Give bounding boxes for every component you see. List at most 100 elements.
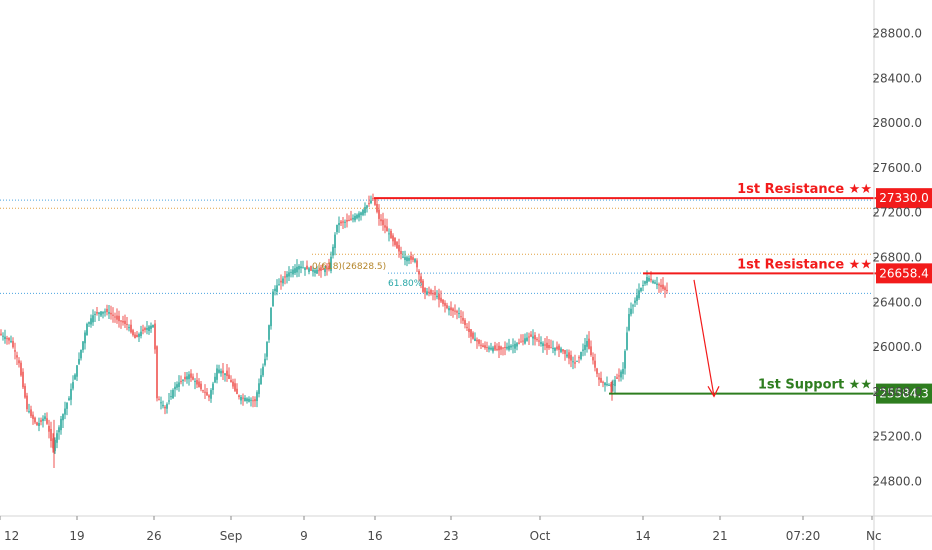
candle-body [370, 200, 372, 204]
candle-body [548, 345, 550, 349]
candle-body [434, 292, 436, 295]
candle-body [506, 346, 508, 349]
candle-body [20, 362, 22, 376]
candle-body [68, 398, 70, 401]
candle-body [408, 257, 410, 261]
candle-body [4, 336, 6, 340]
candle-body [440, 297, 442, 302]
candle-body [328, 265, 330, 270]
candle-body [566, 354, 568, 357]
price-tag-value: 25584.3 [879, 387, 929, 401]
candle-body [96, 312, 98, 314]
y-tick-label: 26800.0 [872, 251, 922, 265]
candle-body [260, 375, 262, 385]
candle-body [404, 257, 406, 260]
candle-body [470, 329, 472, 337]
candle-body [462, 317, 464, 321]
candle-body [622, 368, 624, 374]
candle-body [108, 312, 110, 314]
candle-body [22, 371, 24, 388]
candle-body [70, 388, 72, 400]
x-tick-label: 12 [4, 529, 19, 543]
candle-body [574, 362, 576, 364]
candle-body [250, 399, 252, 401]
candle-body [642, 285, 644, 287]
candle-body [480, 344, 482, 346]
candle-body [500, 346, 502, 350]
y-tick-label: 25200.0 [872, 430, 922, 444]
candle-body [602, 381, 604, 383]
candle-body [526, 337, 528, 341]
y-tick-label: 24800.0 [872, 474, 922, 488]
y-tick-label: 27600.0 [872, 161, 922, 175]
candle-body [394, 237, 396, 245]
candle-body [534, 335, 536, 340]
candle-body [432, 293, 434, 295]
candle-body [116, 315, 118, 320]
candle-body [476, 339, 478, 342]
candle-body [398, 245, 400, 252]
candle-body [632, 305, 634, 307]
candle-body [148, 326, 150, 332]
fibonacci-labels: 0(618)(26828.5) 61.80% [312, 262, 423, 289]
candle-body [200, 383, 202, 390]
candle-body [144, 328, 146, 330]
support-resistance-levels: 1st Resistance ★★ 27330.0 1st Resistance ★… [374, 182, 932, 404]
candle-body [366, 205, 368, 208]
projection-arrow [693, 279, 720, 398]
candle-body [362, 209, 364, 215]
candle-body [628, 314, 630, 331]
candle-body [626, 332, 628, 350]
x-tick-label: Nc [866, 529, 882, 543]
x-tick-label: 16 [367, 529, 382, 543]
candle-body [320, 267, 322, 271]
candle-body [558, 345, 560, 350]
candle-body [414, 258, 416, 262]
candle-body [332, 246, 334, 256]
candle-body [340, 221, 342, 224]
candle-body [152, 324, 154, 328]
price-axis: 24800.0 25200.0 25600.0 26000.0 26400.0 26800… [872, 0, 922, 550]
candle-body [348, 219, 350, 221]
candle-body [498, 345, 500, 351]
candle-body [160, 402, 162, 404]
candle-body [212, 383, 214, 390]
candle-body [274, 288, 276, 292]
candle-body [514, 343, 516, 349]
candle-body [10, 340, 12, 342]
candle-body [520, 341, 522, 343]
candle-body [304, 267, 306, 271]
candle-body [436, 295, 438, 298]
candle-body [410, 255, 412, 260]
candle-body [162, 404, 164, 407]
candle-body [634, 300, 636, 303]
candle-body [48, 425, 50, 432]
candle-body [248, 398, 250, 402]
x-tick-label: 9 [300, 529, 308, 543]
candle-body [550, 347, 552, 349]
arrow-shaft [693, 279, 715, 397]
candle-body [290, 271, 292, 273]
candle-body [238, 395, 240, 397]
candle-body [468, 328, 470, 333]
candle-body [538, 340, 540, 342]
y-tick-label: 28000.0 [872, 116, 922, 130]
candle-body [78, 358, 80, 364]
candle-body [562, 349, 564, 352]
candle-body [24, 385, 26, 398]
candle-body [618, 375, 620, 377]
time-axis: 12 19 26 Sep 9 16 23 Oct 14 21 07:20 Nc [0, 515, 932, 543]
candle-body [296, 266, 298, 273]
price-tag [876, 263, 932, 284]
candle-body [244, 397, 246, 402]
candle-body [342, 221, 344, 223]
candle-body [276, 285, 278, 292]
candle-body [614, 379, 616, 387]
candle-body [396, 242, 398, 249]
candle-body [44, 416, 46, 420]
candle-body [554, 347, 556, 351]
candle-body [316, 269, 318, 274]
candle-body [118, 315, 120, 322]
candle-body [608, 384, 610, 386]
candle-body [454, 310, 456, 312]
